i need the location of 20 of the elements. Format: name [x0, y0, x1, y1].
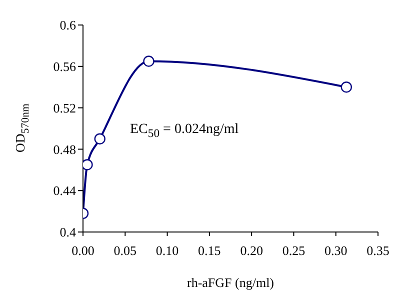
- x-tick-label: 0.30: [324, 243, 348, 258]
- y-tick-label: 0.48: [53, 142, 76, 157]
- x-tick-label: 0.00: [72, 243, 94, 258]
- x-tick-label: 0.25: [282, 243, 306, 258]
- y-tick-label: 0.44: [53, 183, 76, 198]
- point: [83, 159, 93, 170]
- x-tick-label: 0.10: [156, 243, 179, 258]
- x-tick-label: 0.35: [366, 243, 390, 258]
- point: [94, 133, 106, 144]
- y-tick-label: 0.6: [60, 18, 76, 33]
- annotation: EC$_{50}$ = 0.024ng/ml: [130, 122, 239, 140]
- x-tick-label: 0.20: [240, 243, 263, 258]
- point: [340, 82, 352, 93]
- x-axis-title: rh-aFGF (ng/ml): [186, 275, 274, 290]
- y-tick-label: 0.52: [53, 100, 76, 116]
- y-tick-label: 0.4: [60, 224, 76, 240]
- y-tick-label: 0.56: [53, 59, 76, 74]
- x-tick-label: 0.15: [198, 243, 221, 258]
- x-tick-label: 0.05: [114, 243, 137, 258]
- point: [143, 56, 154, 67]
